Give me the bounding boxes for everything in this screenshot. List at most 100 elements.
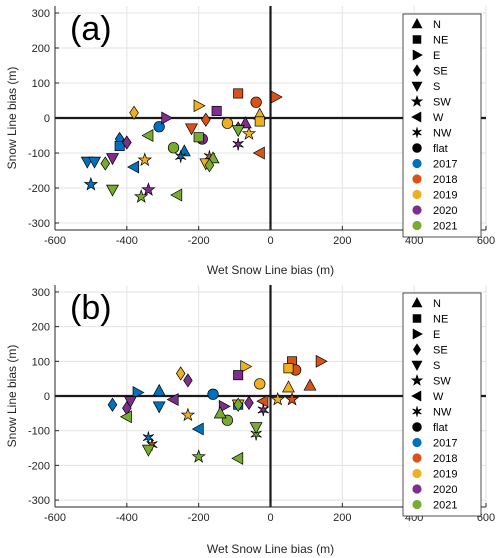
data-point bbox=[204, 158, 215, 173]
data-point bbox=[233, 88, 244, 99]
data-point bbox=[244, 395, 254, 411]
data-point bbox=[270, 391, 285, 406]
legend-marker-sw bbox=[410, 373, 424, 386]
data-point bbox=[122, 135, 132, 150]
x-tick-label: 400 bbox=[405, 235, 423, 247]
x-tick-label: -400 bbox=[116, 235, 138, 247]
legend-marker-w bbox=[411, 111, 422, 123]
legend-marker-year bbox=[412, 484, 422, 494]
legend-label: 2017 bbox=[433, 159, 457, 171]
legend-label: SW bbox=[433, 97, 451, 109]
legend-marker-ne bbox=[412, 314, 422, 323]
legend: N NE E SE S SW W NW flat 2017 2018 2019 2020 2021 bbox=[402, 13, 482, 238]
data-point bbox=[284, 391, 300, 406]
data-point bbox=[207, 388, 219, 400]
legend-marker-s bbox=[411, 81, 423, 92]
legend-label: S bbox=[433, 360, 440, 372]
data-point bbox=[221, 117, 234, 129]
legend-marker-year bbox=[412, 437, 422, 448]
x-tick-label: 0 bbox=[267, 235, 273, 247]
data-point bbox=[232, 138, 244, 151]
data-point bbox=[141, 444, 155, 457]
y-tick-label: 0 bbox=[44, 391, 50, 403]
y-tick-label: 200 bbox=[32, 322, 50, 334]
data-point bbox=[114, 140, 125, 151]
legend-label: W bbox=[433, 112, 444, 124]
legend-marker-nw bbox=[412, 127, 422, 138]
data-point bbox=[119, 410, 132, 424]
data-point bbox=[315, 354, 328, 368]
legend-marker-year bbox=[412, 205, 422, 215]
data-point bbox=[193, 99, 206, 113]
data-point bbox=[211, 105, 222, 116]
legend-label: 2018 bbox=[433, 453, 457, 465]
legend-marker-ne bbox=[412, 35, 422, 44]
data-point bbox=[240, 360, 253, 373]
data-point bbox=[175, 366, 186, 381]
data-point bbox=[218, 399, 231, 413]
legend-label: flat bbox=[433, 143, 448, 155]
y-tick-label: -100 bbox=[28, 426, 50, 438]
data-point bbox=[132, 386, 145, 399]
y-tick-label: -300 bbox=[28, 495, 50, 507]
data-point bbox=[175, 150, 187, 163]
data-point bbox=[233, 397, 243, 412]
data-point bbox=[107, 397, 118, 412]
legend-label: 2020 bbox=[433, 484, 457, 496]
legend-marker-year bbox=[412, 174, 422, 184]
data-point bbox=[256, 394, 269, 408]
data-point bbox=[252, 146, 265, 160]
legend-label: NW bbox=[433, 128, 452, 140]
legend-marker-year bbox=[412, 189, 422, 200]
data-point bbox=[303, 378, 317, 391]
data-point bbox=[231, 451, 244, 465]
legend-marker-year bbox=[412, 468, 422, 479]
legend-marker-e bbox=[412, 328, 423, 340]
data-point bbox=[282, 380, 295, 393]
y-tick-label: -200 bbox=[28, 460, 50, 472]
data-point bbox=[254, 378, 266, 390]
data-point bbox=[213, 406, 227, 419]
y-tick-label: 300 bbox=[32, 287, 50, 299]
panel-label: (a) bbox=[70, 10, 112, 48]
data-point bbox=[193, 132, 204, 143]
legend-marker-year bbox=[412, 453, 422, 463]
legend-label: 2020 bbox=[433, 205, 457, 217]
legend-label: NE bbox=[433, 314, 448, 326]
legend-label: 2017 bbox=[433, 438, 457, 450]
legend-marker-year bbox=[412, 499, 422, 510]
legend-marker-e bbox=[412, 49, 423, 61]
data-point bbox=[161, 111, 174, 125]
data-point bbox=[137, 152, 153, 167]
data-point bbox=[238, 116, 252, 129]
legend-marker-n bbox=[411, 297, 423, 308]
legend-marker-w bbox=[411, 390, 422, 402]
legend-label: S bbox=[433, 81, 440, 93]
x-tick-label: 200 bbox=[333, 512, 351, 524]
data-point bbox=[152, 401, 166, 414]
data-point bbox=[170, 188, 183, 202]
y-tick-label: -300 bbox=[28, 218, 50, 230]
data-point bbox=[241, 126, 257, 140]
data-point bbox=[152, 383, 166, 396]
panel-a: -600 -400 -200 0 200 400 600 -300 -200 -100 0 100 20… bbox=[5, 6, 495, 277]
legend-label: N bbox=[433, 298, 441, 310]
x-tick-label: -200 bbox=[188, 512, 210, 524]
legend-label: N bbox=[433, 19, 441, 31]
y-tick-label: 200 bbox=[32, 43, 50, 55]
legend-marker-s bbox=[411, 360, 423, 371]
data-point bbox=[257, 403, 269, 417]
legend-label: 2021 bbox=[433, 221, 457, 233]
x-tick-label: -600 bbox=[44, 512, 66, 524]
legend-label: 2019 bbox=[433, 469, 457, 481]
legend-marker-flat bbox=[412, 422, 422, 432]
legend-marker-n bbox=[411, 18, 423, 29]
data-point bbox=[191, 449, 206, 463]
data-point bbox=[127, 160, 140, 174]
x-tick-label: 600 bbox=[477, 235, 495, 247]
y-axis-label: Snow Line bias (m) bbox=[5, 67, 19, 170]
data-point bbox=[250, 96, 262, 108]
legend-label: W bbox=[433, 391, 444, 403]
legend: N NE E SE S SW W NW flat 2017 2018 2019 2020 2021 bbox=[402, 292, 482, 517]
